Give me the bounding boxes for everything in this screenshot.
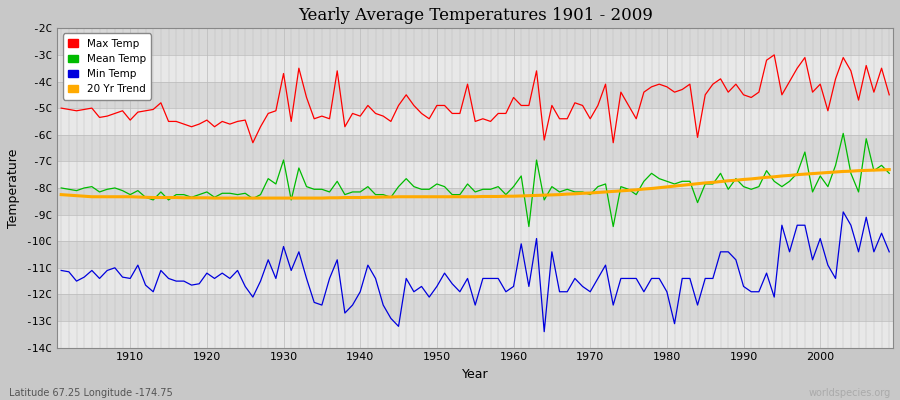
Bar (58, 188, 893, 214)
Legend: Max Temp, Mean Temp, Min Temp, 20 Yr Trend: Max Temp, Mean Temp, Min Temp, 20 Yr Tre… (63, 34, 151, 100)
Text: worldspecies.org: worldspecies.org (809, 388, 891, 398)
Bar (58, 214, 893, 241)
Bar (58, 135, 893, 161)
Bar (58, 321, 893, 348)
Bar (58, 294, 893, 321)
Bar (58, 82, 893, 108)
Y-axis label: Temperature: Temperature (7, 148, 20, 228)
Bar (58, 55, 893, 82)
X-axis label: Year: Year (462, 368, 489, 381)
Bar (58, 268, 893, 294)
Bar (58, 28, 893, 55)
Bar (58, 241, 893, 268)
Bar (58, 108, 893, 135)
Title: Yearly Average Temperatures 1901 - 2009: Yearly Average Temperatures 1901 - 2009 (298, 7, 652, 24)
Bar (58, 161, 893, 188)
Text: Latitude 67.25 Longitude -174.75: Latitude 67.25 Longitude -174.75 (9, 388, 173, 398)
